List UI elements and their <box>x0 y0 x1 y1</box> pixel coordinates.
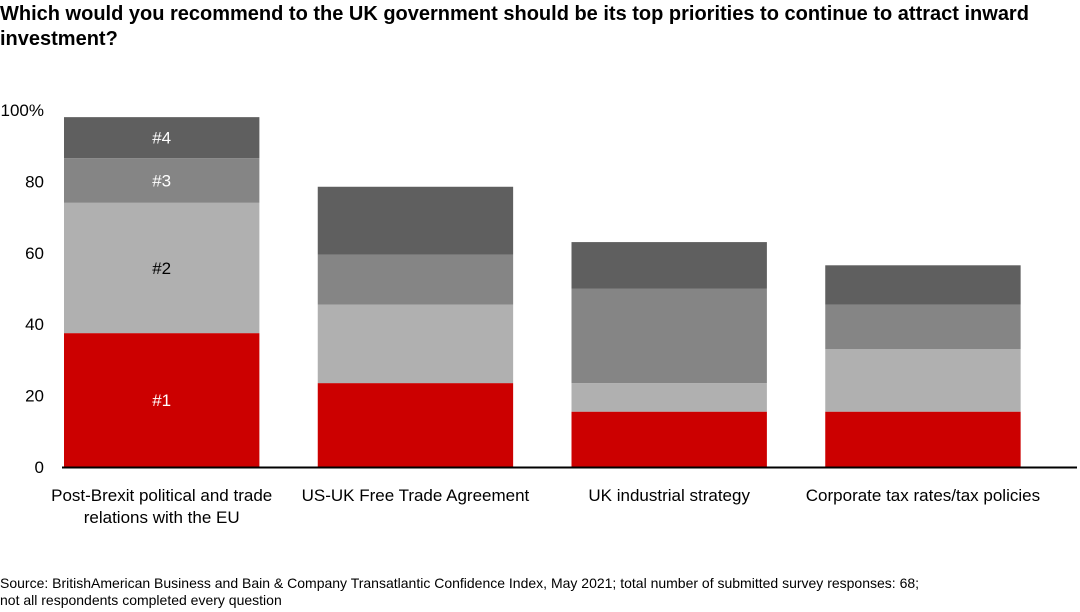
bar-segment-rank-1 <box>825 411 1021 467</box>
y-tick-label: 0 <box>35 458 44 477</box>
series-label: #2 <box>152 259 171 278</box>
series-label: #1 <box>152 391 171 410</box>
bar-segment-rank-3 <box>571 288 767 384</box>
bar-segment-rank-2 <box>317 304 514 384</box>
y-tick-label: 20 <box>25 387 44 406</box>
y-tick-label: 80 <box>25 172 44 191</box>
bar-segment-rank-3 <box>317 254 514 305</box>
bar-segment-rank-1 <box>317 383 514 467</box>
bar-segment-rank-4 <box>64 117 260 159</box>
bar-segment-rank-4 <box>825 265 1021 305</box>
bar-segment-rank-4 <box>571 242 767 289</box>
bar-segment-rank-2 <box>825 349 1021 412</box>
bar-segment-rank-1 <box>64 333 260 467</box>
series-label: #3 <box>152 172 171 191</box>
bar-segment-rank-2 <box>571 383 767 412</box>
category-label: Corporate tax rates/tax policies <box>805 486 1041 505</box>
chart-title: Which would you recommend to the UK gove… <box>0 3 1029 50</box>
source-line-2: not all respondents completed every ques… <box>0 592 282 608</box>
y-tick-label: 60 <box>25 244 44 263</box>
bar-segment-rank-2 <box>64 202 260 334</box>
y-tick-label: 40 <box>25 315 44 334</box>
bar-segment-rank-3 <box>64 158 260 203</box>
series-label: #4 <box>152 129 171 148</box>
bar-segment-rank-4 <box>317 186 514 255</box>
bar-segment-rank-3 <box>825 304 1021 350</box>
y-tick-label: 100% <box>1 101 44 120</box>
category-label: Post-Brexit political and trade relation… <box>51 486 273 527</box>
source-note: Source: BritishAmerican Business and Bai… <box>0 575 1080 609</box>
category-label: US-UK Free Trade Agreement <box>301 486 530 505</box>
bar-segment-rank-1 <box>571 411 767 467</box>
source-line-1: Source: BritishAmerican Business and Bai… <box>0 575 920 591</box>
category-label: UK industrial strategy <box>588 486 750 505</box>
